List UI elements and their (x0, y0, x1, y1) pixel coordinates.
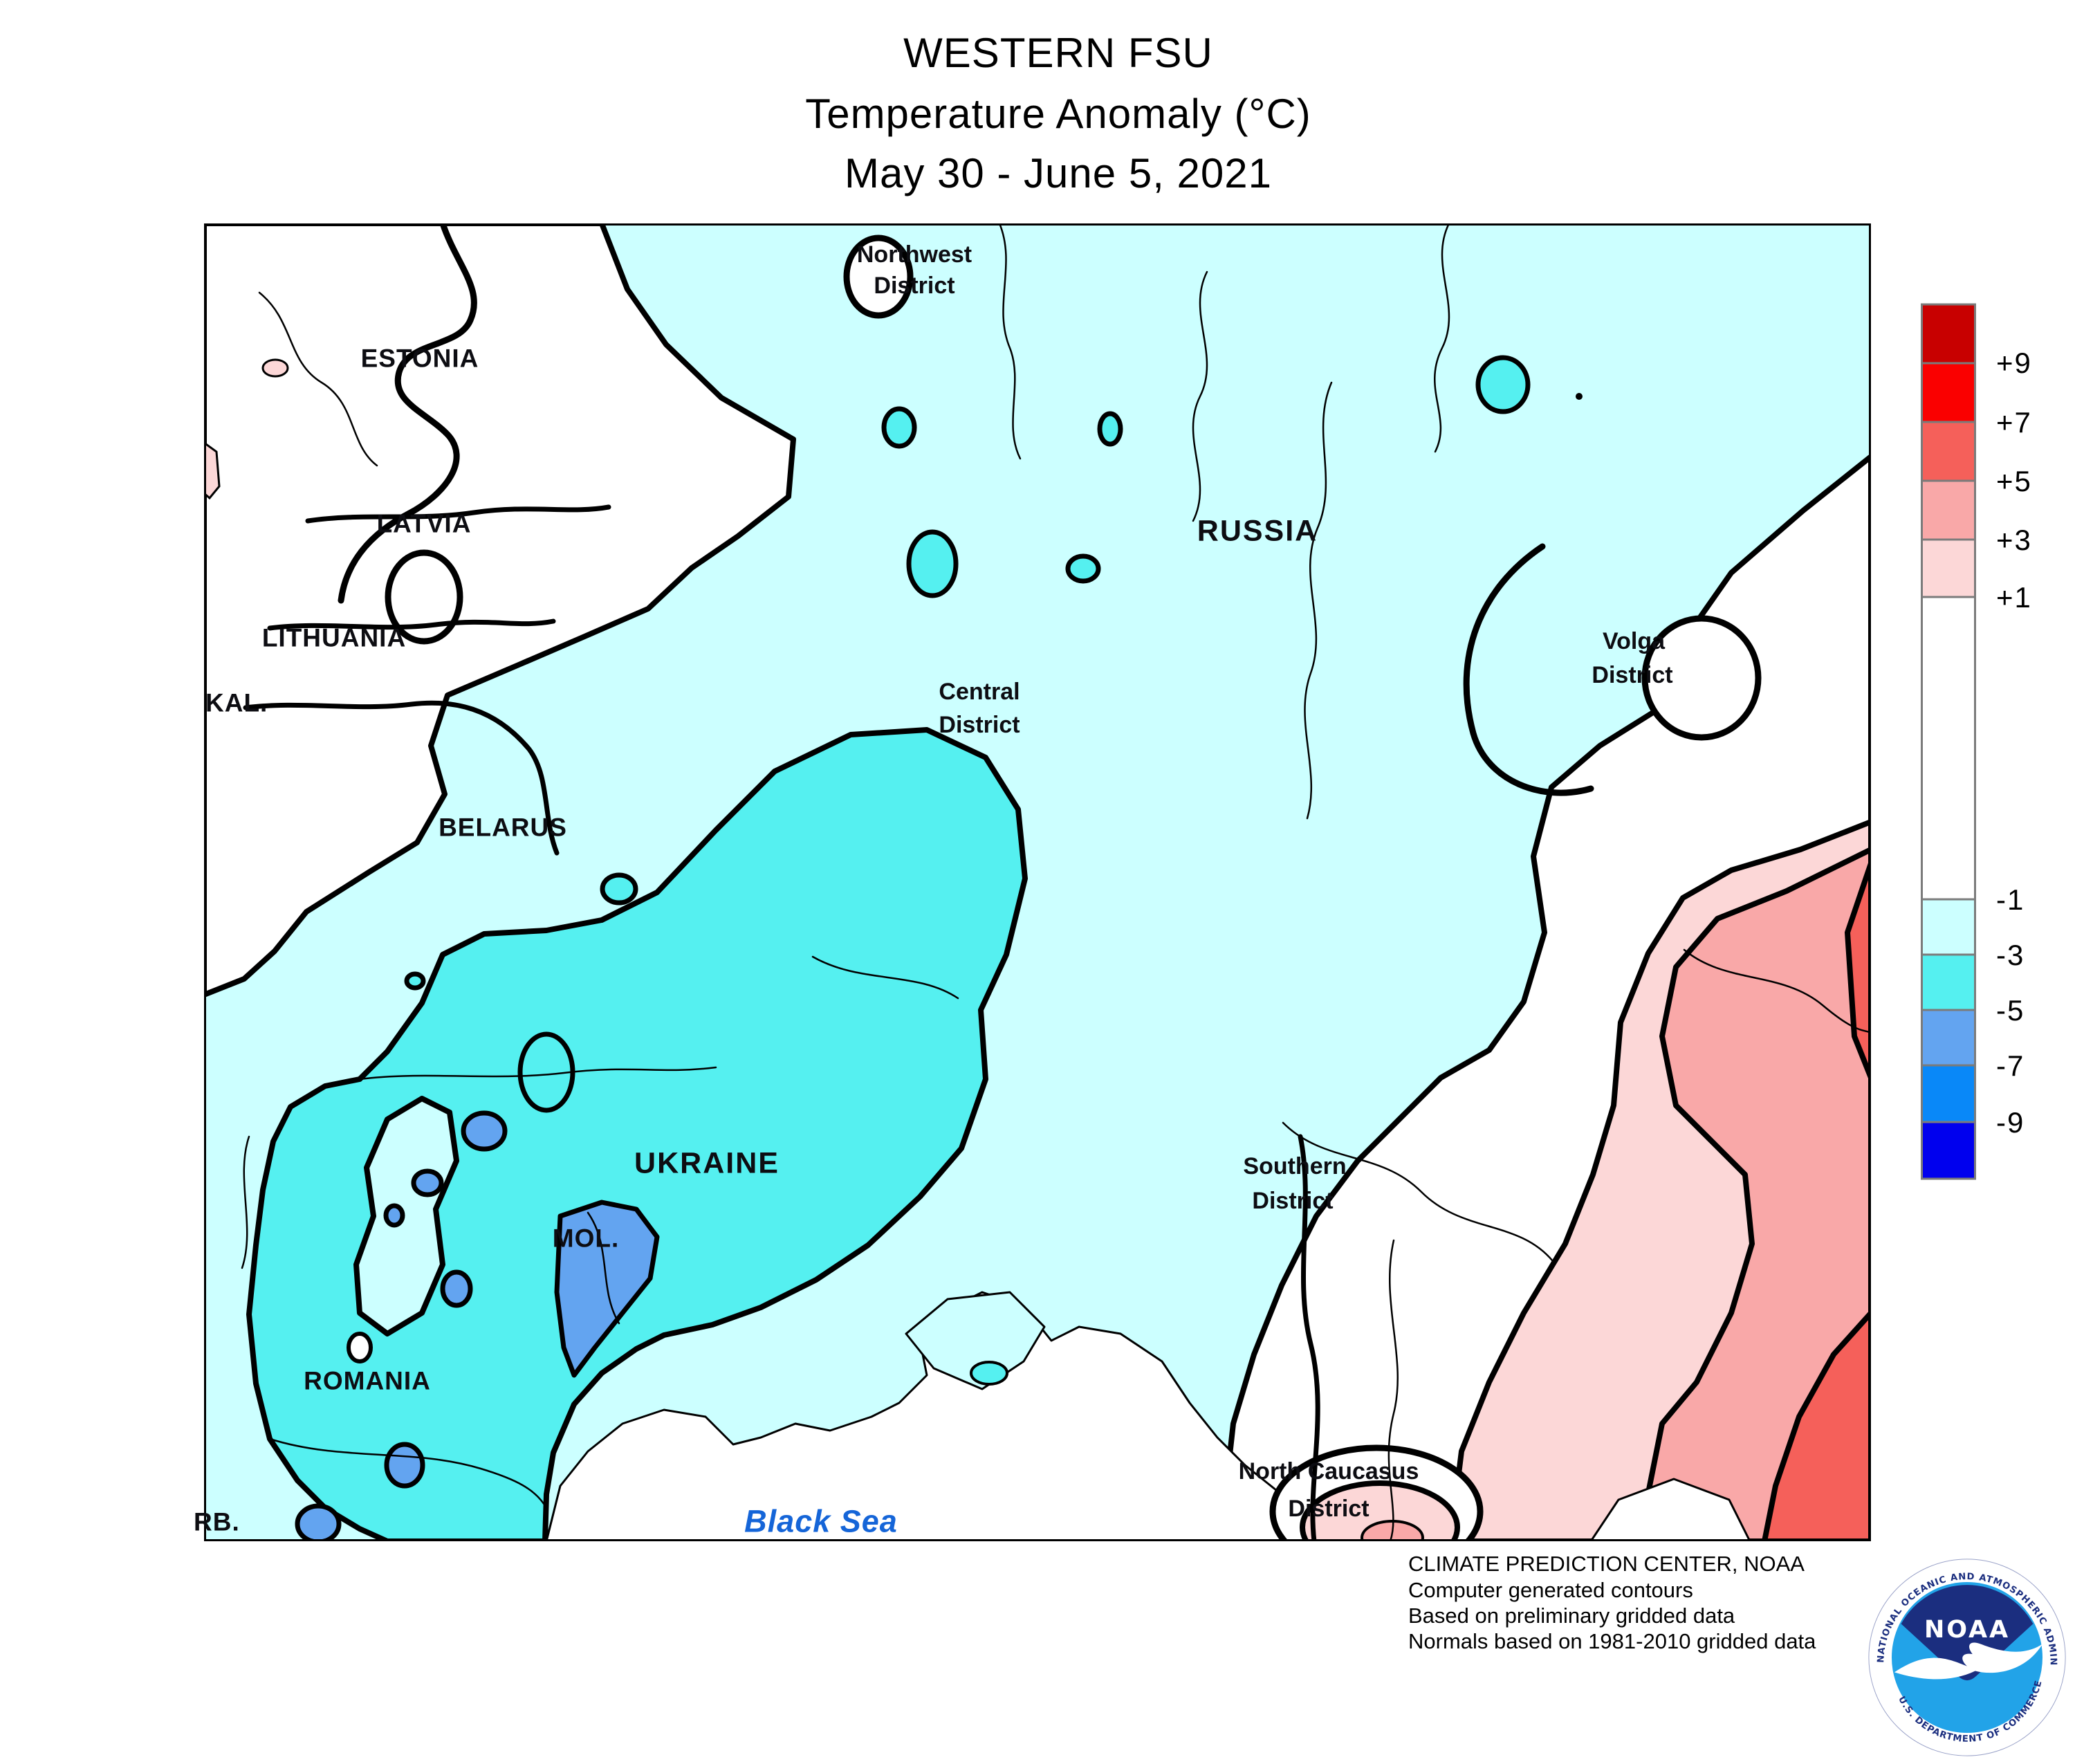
legend-box-minus9-dn (1921, 1121, 1976, 1180)
legend-boxes (1921, 303, 1976, 1180)
region-red-plus5 (1762, 861, 1871, 1541)
contour-rings (338, 223, 1762, 796)
page-title: WESTERN FSU (903, 30, 1213, 76)
legend-tick-minus9: -9 (1996, 1106, 2025, 1139)
label-central-district-line1: Central (939, 679, 1020, 705)
legend-box-neutral (1921, 596, 1976, 901)
label-black-sea: Black Sea (744, 1503, 898, 1539)
region-cyan-belt (246, 727, 1028, 1541)
label-volga-district-line1: Volga (1602, 628, 1666, 654)
region-carpathian-hole (353, 1096, 459, 1336)
legend-box-plus9-up (1921, 303, 1976, 365)
legend-box-minus7-9 (1921, 1064, 1976, 1123)
label-north-caucasus-district-line2: District (1288, 1496, 1370, 1522)
label-estonia: ESTONIA (360, 344, 479, 373)
footer-method: Computer generated contours (1408, 1578, 1693, 1602)
label-lithuania: LITHUANIA (261, 623, 407, 652)
map-area (204, 223, 1871, 1541)
legend-tick-minus3: -3 (1996, 939, 2025, 971)
label-northwest-district-line2: District (874, 273, 955, 299)
logo-seagull-icon (1894, 1642, 2043, 1680)
region-crimea-cyan-dot (970, 1361, 1008, 1386)
label-northwest-district-line1: Northwest (856, 241, 972, 268)
page-daterange: May 30 - June 5, 2021 (844, 150, 1273, 196)
label-moldova: MOL. (552, 1224, 620, 1253)
label-north-caucasus-district-line1: North Caucasus (1238, 1458, 1419, 1485)
label-russia: RUSSIA (1197, 514, 1318, 548)
country-borders (243, 504, 1320, 1541)
legend-box-plus1-3 (1921, 538, 1976, 598)
legend-tick-minus5: -5 (1996, 994, 2025, 1027)
footer-data: Based on preliminary gridded data (1408, 1604, 1735, 1628)
region-caspian (1589, 1478, 1751, 1541)
legend-box-minus5-7 (1921, 1009, 1976, 1067)
label-kaliningrad: KAL. (205, 688, 268, 717)
label-southern-district-line1: Southern (1243, 1153, 1347, 1179)
legend-box-plus5-7 (1921, 421, 1976, 482)
region-baltic-pink-pockets (204, 358, 289, 500)
legend-box-minus3-5 (1921, 953, 1976, 1011)
footer-normals: Normals based on 1981-2010 gridded data (1408, 1629, 1816, 1653)
legend-tick-plus7: +7 (1996, 406, 2032, 439)
label-latvia: LATVIA (376, 509, 472, 538)
map-tiny-dot (1576, 393, 1583, 400)
legend-tick-minus1: -1 (1996, 883, 2025, 916)
label-central-district-line2: District (939, 712, 1020, 738)
noaa-logo: NOAA NATIONAL OCEANIC AND ATMOSPHERIC AD… (1866, 1556, 2068, 1758)
region-baltic-white (204, 223, 796, 998)
anomaly-map-svg (204, 223, 1871, 1541)
label-volga-district-line2: District (1592, 662, 1673, 688)
label-southern-district-line2: District (1252, 1188, 1334, 1214)
legend-box-plus3-5 (1921, 479, 1976, 541)
legend-tick-plus3: +3 (1996, 524, 2032, 556)
label-belarus: BELARUS (439, 813, 567, 842)
legend-tick-minus7: -7 (1996, 1049, 2025, 1082)
map-frame (204, 223, 1871, 1541)
legend-tick-plus9: +9 (1996, 347, 2032, 379)
label-romania: ROMANIA (304, 1366, 431, 1395)
label-serbia: RB. (194, 1507, 240, 1536)
legend-box-minus1-3 (1921, 898, 1976, 956)
region-sochi-rings (1269, 1444, 1484, 1541)
legend-colorbar (1920, 303, 1977, 1180)
label-ukraine: UKRAINE (634, 1146, 780, 1180)
logo-noaa-text: NOAA (1924, 1615, 2010, 1644)
legend-box-plus7-9 (1921, 362, 1976, 423)
region-crimea-light-cyan (905, 1291, 1046, 1390)
region-cyan-spots (404, 355, 1531, 1113)
region-romania-white-dot (347, 1332, 373, 1363)
legend-tick-plus1: +1 (1996, 581, 2032, 614)
oblast-borders (241, 223, 1871, 1541)
logo-navy-kite (1901, 1585, 2034, 1681)
footer-credit: CLIMATE PREDICTION CENTER, NOAA (1408, 1552, 1805, 1576)
page-subtitle: Temperature Anomaly (°C) (805, 91, 1311, 137)
legend-tick-plus5: +5 (1996, 465, 2032, 497)
